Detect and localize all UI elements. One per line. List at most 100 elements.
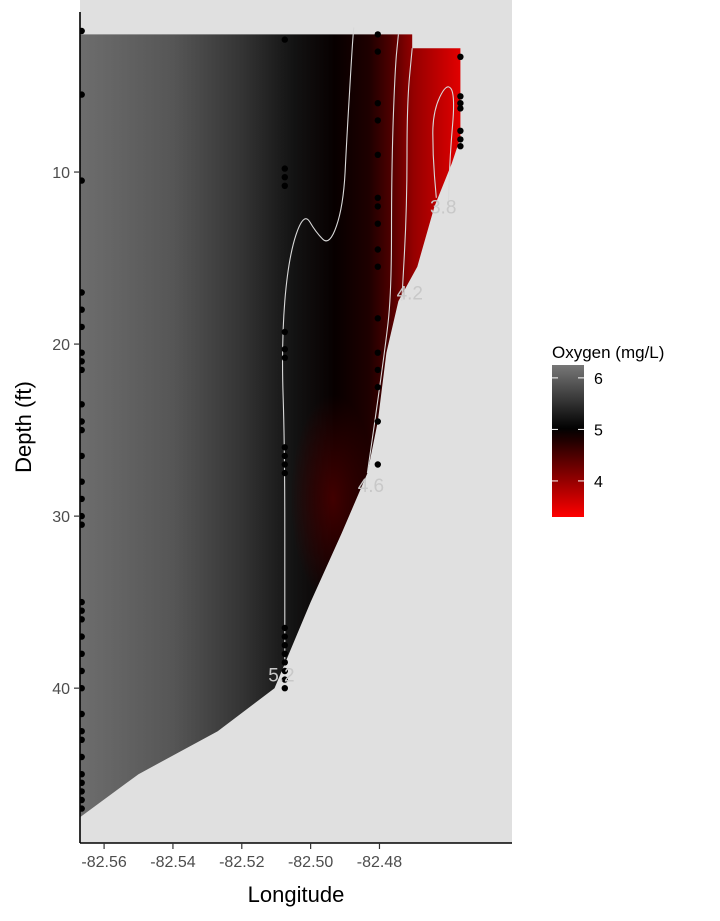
sample-point <box>80 598 85 606</box>
sample-point <box>80 685 85 692</box>
legend-title: Oxygen (mg/L) <box>552 343 664 362</box>
contour-line-1 <box>366 34 399 474</box>
sample-point <box>80 426 85 434</box>
sample-point <box>281 328 288 336</box>
sample-point <box>80 91 85 98</box>
y-axis-title: Depth (ft) <box>11 381 36 473</box>
x-tick-label: -82.54 <box>150 854 195 871</box>
sample-point <box>80 27 85 35</box>
sample-point <box>374 263 381 270</box>
sample-point <box>80 805 85 812</box>
sample-point <box>281 452 288 460</box>
sample-point <box>80 418 85 425</box>
sample-point <box>374 315 381 322</box>
x-tick-label: -82.56 <box>81 854 126 871</box>
sample-point <box>374 220 381 227</box>
sample-point <box>457 93 464 100</box>
sample-point <box>80 495 85 503</box>
sample-point <box>281 633 288 640</box>
sample-point <box>80 306 85 313</box>
sample-point <box>374 418 381 425</box>
sample-point <box>281 461 288 468</box>
sample-point <box>80 452 85 460</box>
sample-point <box>374 194 381 201</box>
sample-point <box>281 676 288 683</box>
contour-labels: 5.2 4.6 4.2 3.8 <box>268 197 456 686</box>
sample-point <box>80 616 85 623</box>
legend-colorbar <box>552 365 584 517</box>
sample-point <box>374 203 381 210</box>
legend-tick-label: 4 <box>594 474 603 491</box>
sample-point <box>374 461 381 468</box>
sample-point <box>281 642 288 649</box>
x-axis-title: Longitude <box>248 882 345 907</box>
x-axis-ticks: -82.56 -82.54 -82.52 -82.50 -82.48 <box>81 843 402 871</box>
low-oxygen-zone <box>80 34 461 818</box>
y-tick-label: 10 <box>52 165 70 182</box>
sample-point <box>80 323 85 331</box>
y-axis-ticks: 10 20 30 40 <box>52 165 80 698</box>
sample-point <box>80 289 85 296</box>
sample-point <box>281 685 288 692</box>
sample-point <box>281 624 288 632</box>
sample-point <box>281 650 288 657</box>
sample-point <box>281 36 288 43</box>
legend-tick-label: 6 <box>594 371 603 388</box>
y-tick-label: 40 <box>52 681 70 698</box>
sample-point <box>80 650 85 657</box>
contour-label-0: 5.2 <box>268 665 294 686</box>
sample-point <box>457 100 464 107</box>
contour-lines <box>281 27 455 689</box>
sample-point <box>80 607 85 614</box>
sample-points <box>80 27 464 812</box>
sample-point <box>457 127 464 134</box>
sample-point <box>281 444 288 451</box>
sample-point <box>80 771 85 778</box>
sample-point <box>80 779 85 786</box>
sample-point <box>457 136 464 143</box>
sample-point <box>374 117 381 124</box>
sample-point <box>80 358 85 365</box>
contour-label-2: 4.2 <box>397 283 423 304</box>
sample-point <box>80 521 85 528</box>
sample-point <box>281 354 288 361</box>
sample-point <box>281 469 288 477</box>
sample-point <box>80 349 85 356</box>
sample-point <box>457 105 464 112</box>
legend-tick-label: 5 <box>594 422 603 439</box>
y-tick-label: 20 <box>52 337 70 354</box>
sample-point <box>374 100 381 107</box>
contour-line-2 <box>401 48 413 302</box>
sample-point <box>80 512 85 520</box>
sample-point <box>281 165 288 172</box>
x-tick-label: -82.50 <box>288 854 333 871</box>
sample-point <box>80 796 85 804</box>
sample-point <box>281 659 288 666</box>
sample-point <box>281 346 288 353</box>
sample-point <box>80 753 85 761</box>
sample-point <box>80 366 85 374</box>
sample-point <box>281 182 288 189</box>
sample-point <box>80 633 85 640</box>
sample-point <box>80 736 85 743</box>
sample-point <box>374 31 381 38</box>
sample-point <box>80 710 85 718</box>
legend-ticks: 6 5 4 <box>552 371 603 491</box>
sample-point <box>281 667 288 675</box>
sample-point <box>281 174 288 181</box>
sample-point <box>374 246 381 253</box>
sample-point <box>457 53 464 60</box>
contour-label-3: 3.8 <box>430 197 456 218</box>
sample-point <box>374 383 381 391</box>
sample-point <box>80 788 85 795</box>
x-tick-label: -82.52 <box>219 854 264 871</box>
plot-panel: 5.2 4.6 4.2 3.8 <box>80 0 512 843</box>
y-tick-label: 30 <box>52 509 70 526</box>
legend: Oxygen (mg/L) 6 5 4 <box>552 343 664 517</box>
sample-point <box>80 478 85 485</box>
sample-point <box>80 177 85 184</box>
contour-line-0 <box>281 27 355 689</box>
contour-line-3 <box>432 86 455 207</box>
sample-point <box>457 143 464 150</box>
